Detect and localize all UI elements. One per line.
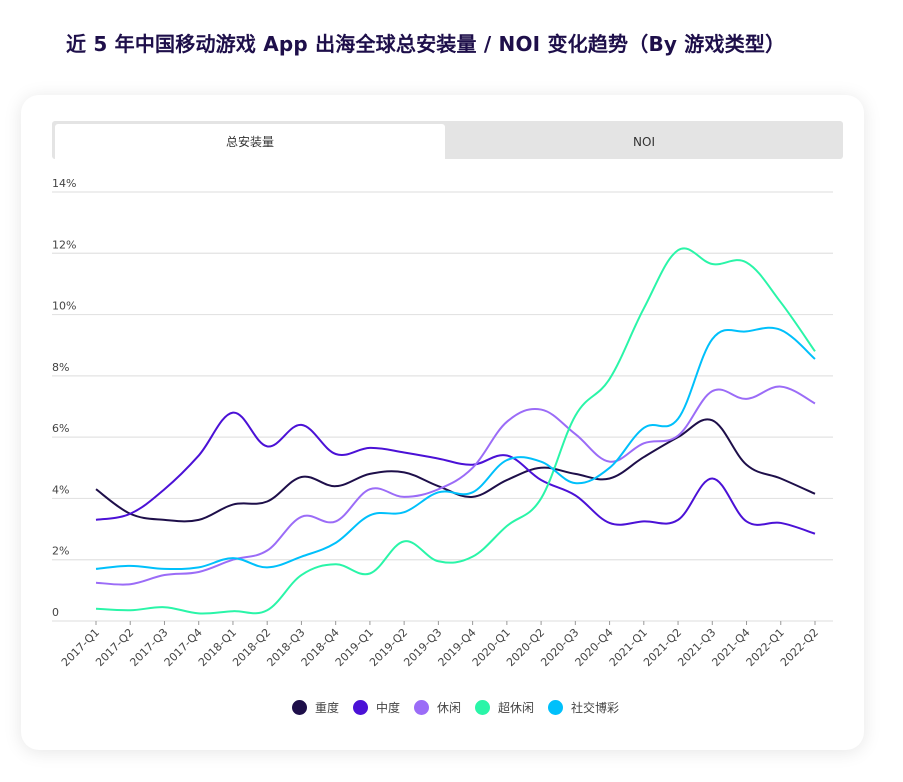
legend-marker-icon [291,700,307,715]
series-line-0[interactable] [95,418,816,523]
y-tick-label: 10% [52,300,76,313]
tab-bar: 总安装量 NOI [52,121,843,159]
tab-total-installs[interactable]: 总安装量 [55,124,445,159]
legend-item[interactable]: 休闲 [413,699,461,716]
legend-marker-icon [352,700,368,715]
chart-title: 近 5 年中国移动游戏 App 出海全球总安装量 / NOI 变化趋势（By 游… [66,32,786,56]
series-line-2[interactable] [95,385,816,586]
legend-label: 休闲 [436,701,461,715]
series-line-3[interactable] [95,247,816,615]
legend-item[interactable]: 社交博彩 [548,699,619,716]
legend-marker-icon [475,700,490,715]
tab-noi[interactable]: NOI [633,134,655,149]
legend-label: 重度 [314,701,339,715]
y-axis: 0 2% 4% 6% 8% 10% 12% 14% [52,177,76,619]
series-line-1[interactable] [95,411,816,535]
legend-marker-icon [548,700,564,715]
legend-item[interactable]: 重度 [291,699,339,716]
x-axis: 2017-Q12017-Q22017-Q32017-Q42018-Q12018-… [59,621,821,669]
series-line-4[interactable] [95,326,816,571]
y-tick-label: 6% [52,422,69,435]
x-tick-label: 2022-Q2 [778,626,821,669]
legend-item[interactable]: 超休闲 [475,699,534,716]
y-tick-label: 8% [52,361,69,374]
y-tick-label: 4% [52,483,69,496]
series-lines [95,247,816,615]
legend-label: 社交博彩 [571,701,620,715]
y-tick-label: 2% [52,545,69,558]
gridlines [52,191,833,622]
legend-label: 超休闲 [498,701,535,715]
y-tick-label: 12% [52,238,76,251]
chart-card [21,95,864,750]
legend: 重度 中度 休闲 超休闲 社交博彩 [0,699,903,716]
legend-marker-icon [413,700,429,715]
legend-item[interactable]: 中度 [352,699,400,716]
legend-label: 中度 [375,701,400,715]
y-tick-label: 0 [52,606,59,619]
y-tick-label: 14% [52,177,76,190]
